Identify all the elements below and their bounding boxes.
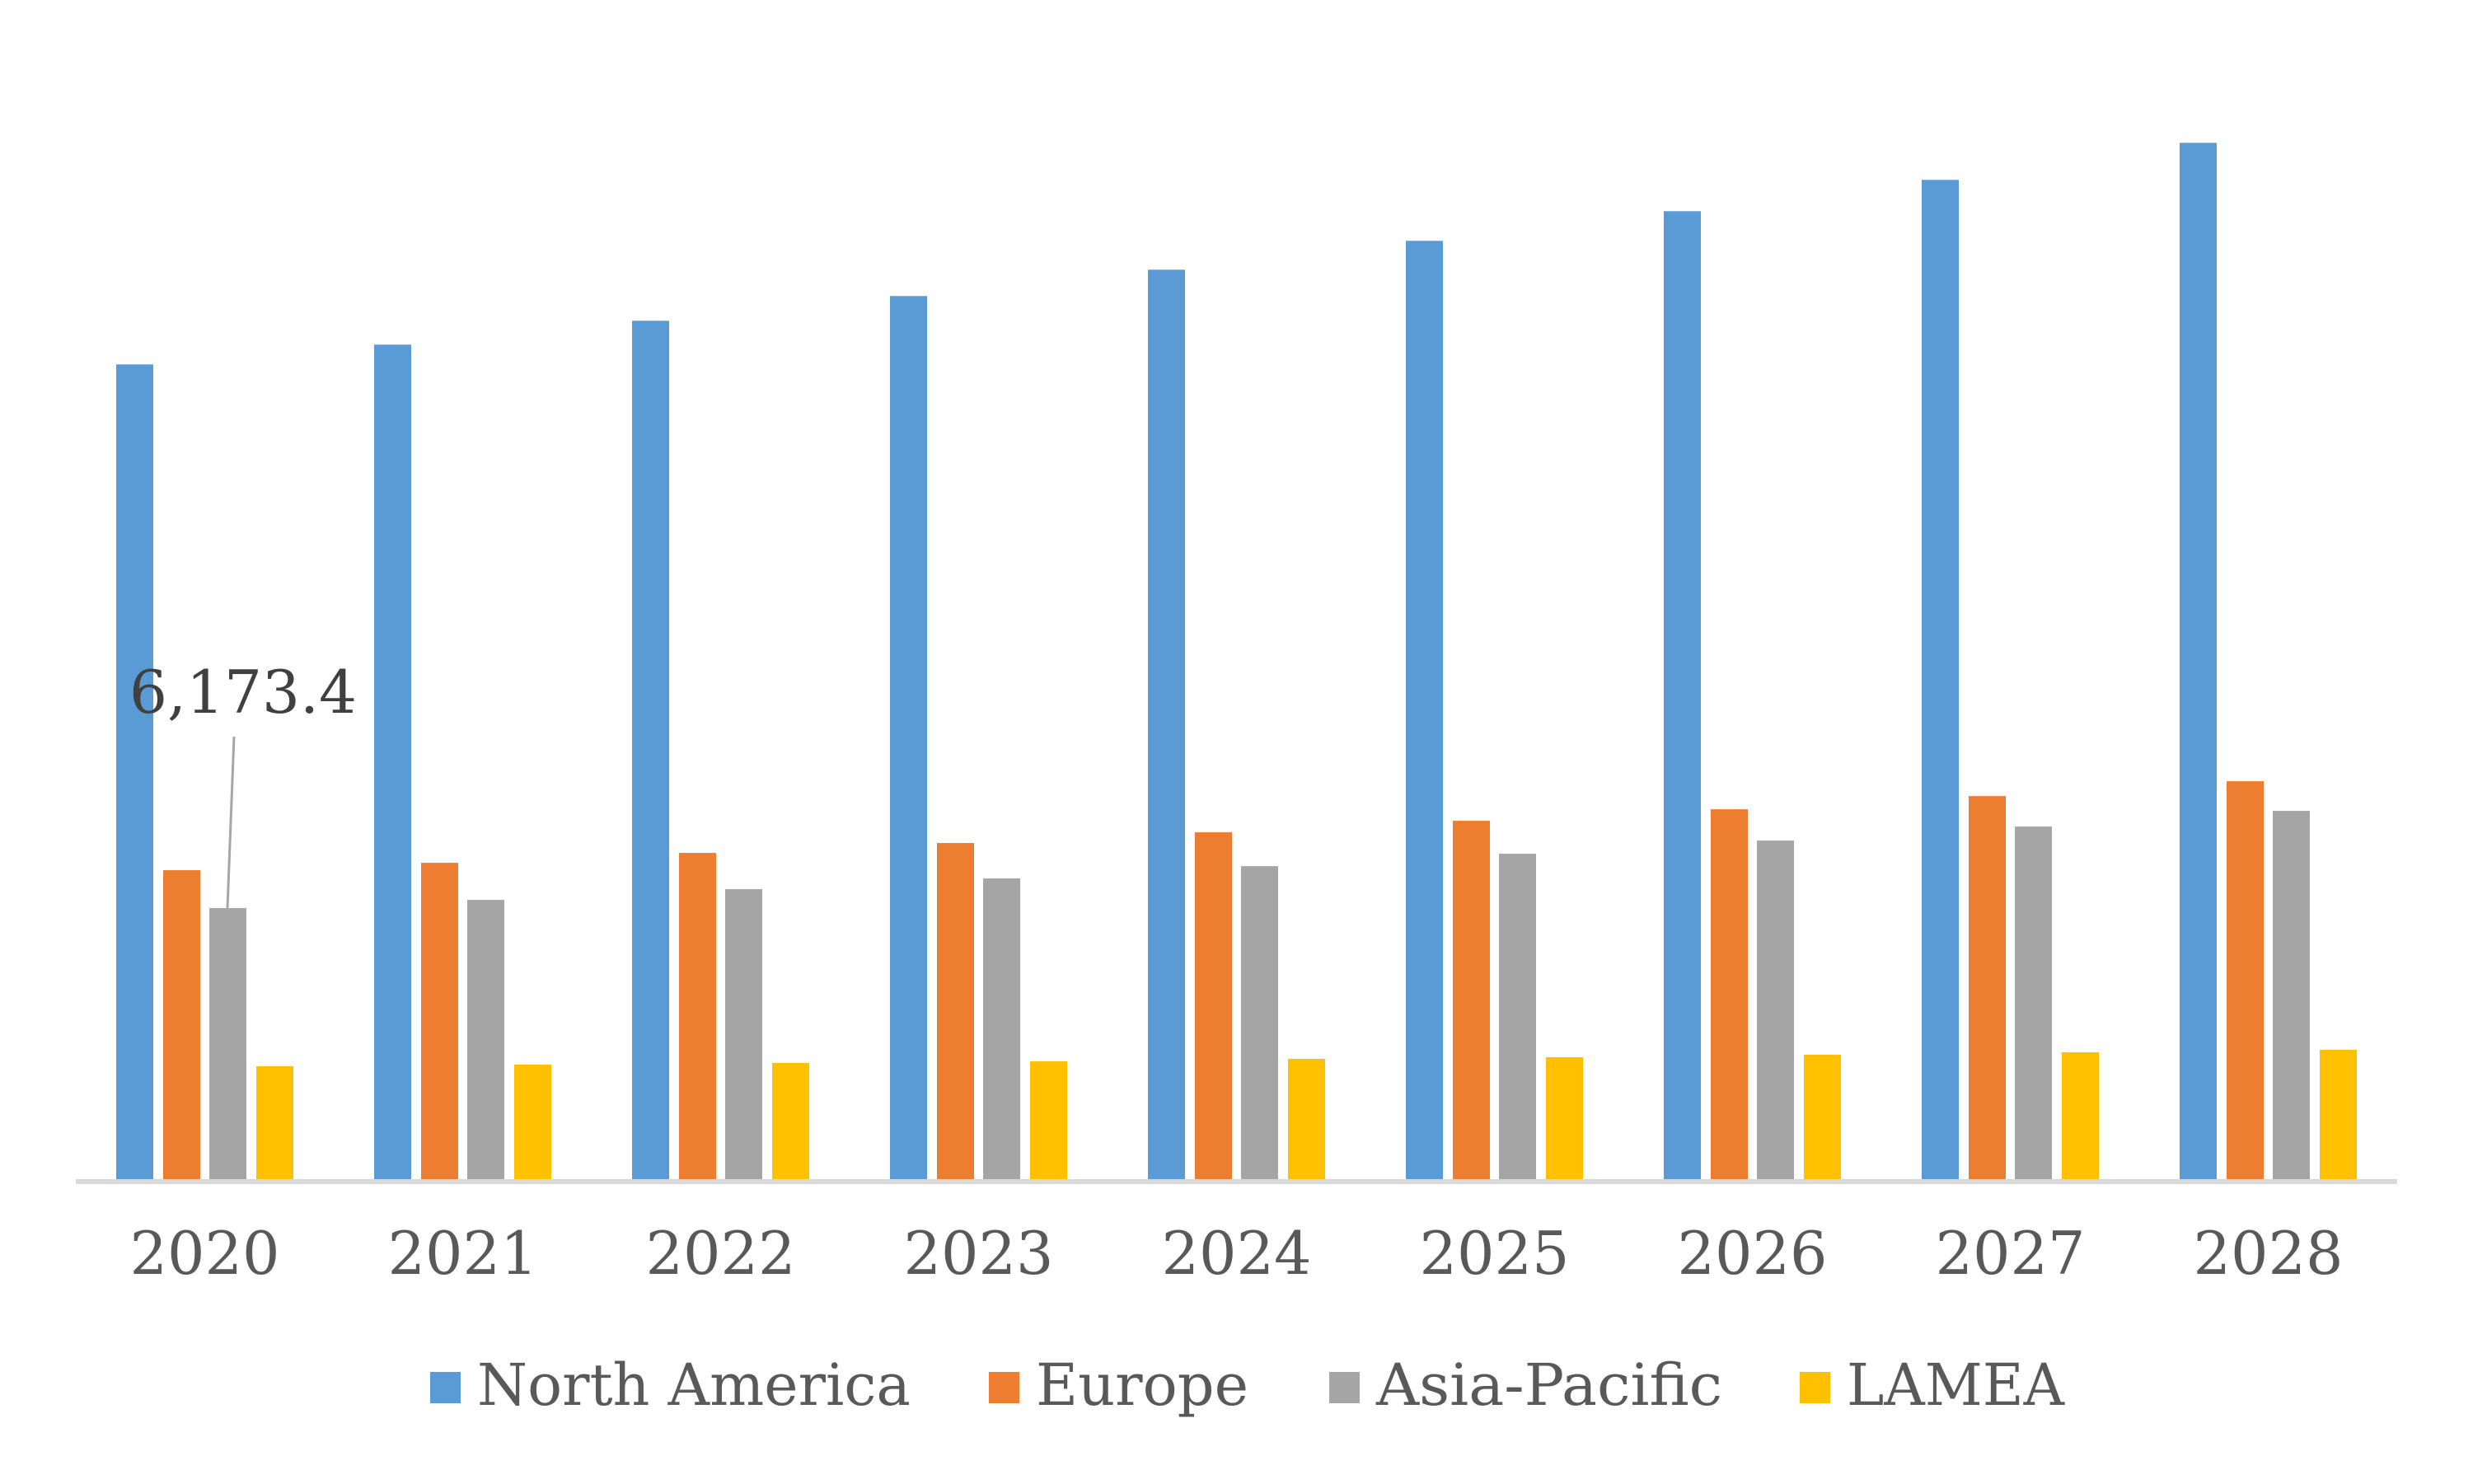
legend-swatch-europe [989,1372,1019,1403]
annotations-layer: 6,173.4 [129,658,357,909]
bar-europe-2023 [937,843,974,1179]
x-tick-label-2023: 2023 [904,1219,1054,1288]
bar-lamea-2023 [1030,1061,1067,1179]
legend-label-north-america: North America [477,1351,911,1419]
bar-europe-2021 [421,863,458,1179]
legend-label-europe: Europe [1036,1351,1248,1419]
x-tick-label-2024: 2024 [1162,1219,1312,1288]
bar-europe-2020 [163,870,200,1179]
x-tick-labels: 2020 2021 2022 2023 2024 2025 2026 2027 2028 [130,1219,2344,1288]
bar-europe-2026 [1711,809,1748,1179]
bar-asia-pacific-2026 [1757,840,1794,1179]
bar-north-america-2026 [1664,211,1701,1179]
x-tick-label-2027: 2027 [1936,1219,2086,1288]
bar-asia-pacific-2024 [1241,866,1278,1179]
legend-label-lamea: LAMEA [1847,1351,2065,1419]
x-axis-line [76,1179,2397,1184]
bar-north-america-2025 [1406,241,1443,1180]
bar-lamea-2027 [2062,1052,2099,1179]
bar-asia-pacific-2020 [209,908,246,1179]
bar-north-america-2024 [1148,269,1185,1179]
legend-item-europe: Europe [989,1351,1248,1419]
legend-item-lamea: LAMEA [1800,1351,2065,1419]
bar-asia-pacific-2028 [2273,811,2310,1179]
bars-layer [116,143,2357,1180]
bar-lamea-2025 [1546,1057,1583,1179]
bar-north-america-2028 [2180,143,2217,1180]
bar-europe-2024 [1195,832,1232,1179]
bar-asia-pacific-2021 [467,900,504,1179]
bar-lamea-2021 [514,1065,551,1179]
bar-north-america-2023 [890,296,927,1179]
legend-swatch-asia-pacific [1329,1372,1360,1403]
bar-north-america-2022 [632,321,669,1180]
bar-asia-pacific-2027 [2015,826,2052,1179]
x-tick-label-2028: 2028 [2194,1219,2344,1288]
bar-europe-2025 [1453,821,1490,1179]
bar-north-america-2027 [1922,180,1959,1179]
data-label-asia-pacific-2020: 6,173.4 [129,658,357,727]
legend-label-asia-pacific: Asia-Pacific [1375,1351,1722,1419]
x-tick-label-2021: 2021 [388,1219,538,1288]
bar-europe-2022 [679,853,716,1179]
bar-north-america-2020 [116,364,153,1180]
x-tick-label-2025: 2025 [1420,1219,1570,1288]
legend-swatch-north-america [430,1372,461,1403]
legend-item-north-america: North America [430,1351,911,1419]
x-tick-label-2026: 2026 [1678,1219,1828,1288]
x-tick-label-2022: 2022 [646,1219,796,1288]
legend: North America Europe Asia-Pacific LAMEA [430,1351,2065,1419]
bar-north-america-2021 [374,344,411,1179]
bar-asia-pacific-2022 [725,889,762,1179]
bar-asia-pacific-2025 [1499,854,1536,1179]
legend-swatch-lamea [1800,1372,1830,1403]
bar-lamea-2022 [772,1063,809,1179]
x-tick-label-2020: 2020 [130,1219,280,1288]
bar-europe-2027 [1969,796,2006,1179]
bar-lamea-2020 [256,1066,293,1179]
bar-lamea-2028 [2320,1050,2357,1179]
bar-europe-2028 [2227,781,2264,1179]
data-label-leader-line [226,736,236,909]
bar-asia-pacific-2023 [983,878,1020,1179]
bar-lamea-2024 [1288,1059,1325,1179]
legend-item-asia-pacific: Asia-Pacific [1329,1351,1722,1419]
bar-lamea-2026 [1804,1055,1841,1179]
